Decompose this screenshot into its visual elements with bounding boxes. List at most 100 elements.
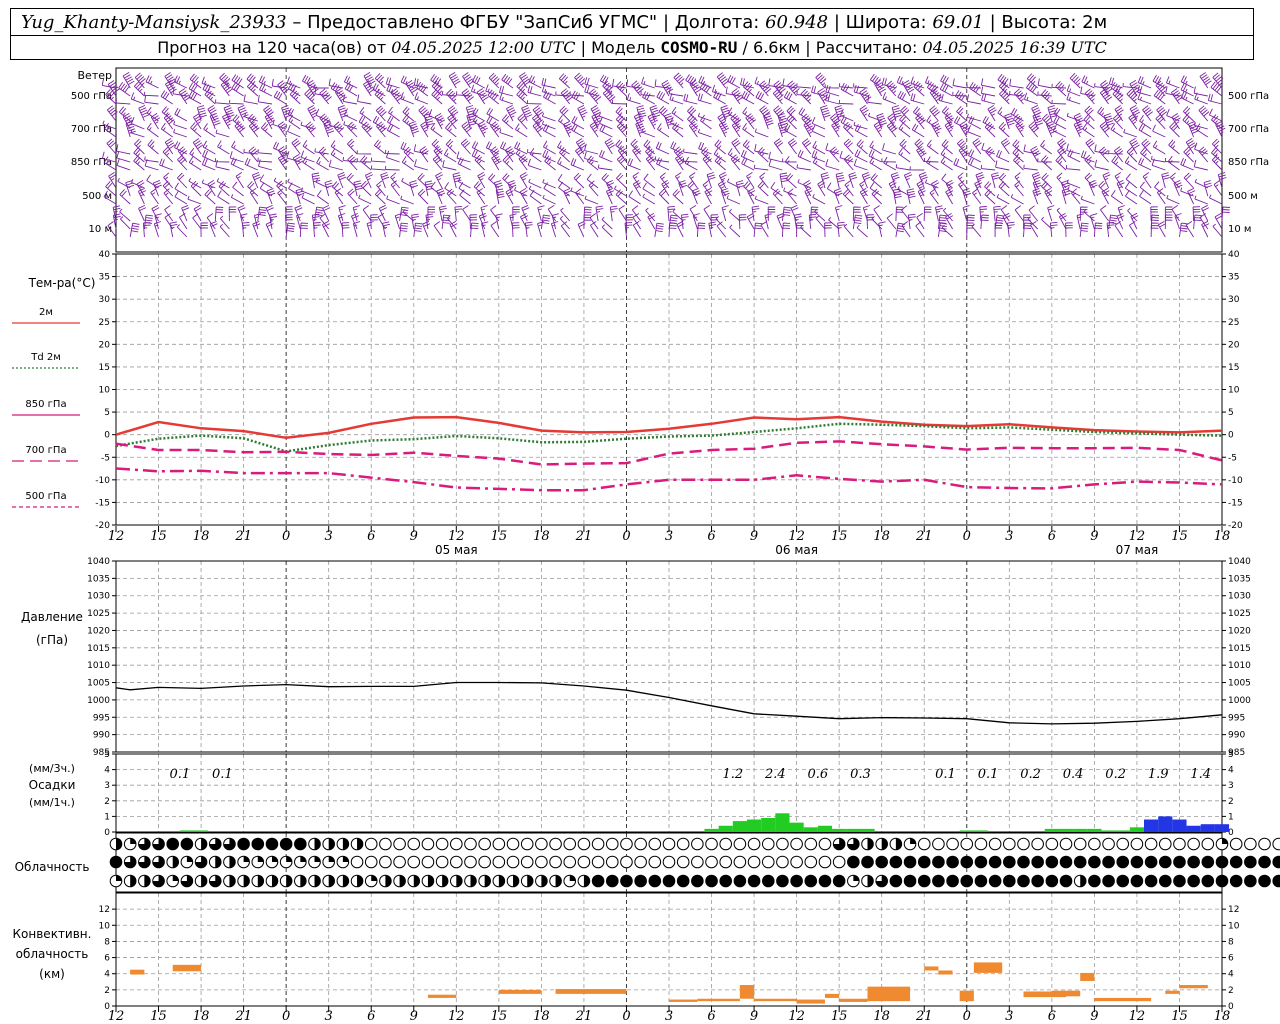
wind-barb xyxy=(616,121,628,138)
cloud-symbol xyxy=(535,874,548,888)
wind-barb xyxy=(616,154,627,171)
cloud-symbol xyxy=(591,837,605,851)
y-tick-label: 995 xyxy=(93,713,110,723)
wind-barb xyxy=(571,115,585,130)
cloud-symbol xyxy=(1272,837,1280,851)
wind-barb xyxy=(488,72,500,89)
conv-cloud-bar xyxy=(555,989,627,994)
wind-barb xyxy=(246,73,259,89)
wind-barb xyxy=(1006,221,1015,238)
cloud-circle xyxy=(577,837,591,851)
wind-barb xyxy=(234,121,246,138)
cloud-symbol xyxy=(535,837,548,851)
wind-barb xyxy=(1157,221,1166,238)
wind-barb xyxy=(1210,81,1223,97)
cloud-circle xyxy=(662,855,676,869)
wind-barb xyxy=(142,222,151,238)
snow-bar xyxy=(1144,819,1159,832)
cloud-symbol xyxy=(1173,874,1186,888)
cloud-symbol xyxy=(1073,837,1087,851)
y-tick-label: 4 xyxy=(1228,970,1234,980)
cloud-symbol xyxy=(1003,837,1016,851)
y-tick-label: 8 xyxy=(1228,937,1234,947)
wind-barb xyxy=(670,141,684,155)
wind-barb xyxy=(366,221,374,238)
wind-barb xyxy=(843,154,854,171)
wind-barb xyxy=(402,114,415,130)
cloud-circle xyxy=(1258,837,1271,851)
wind-barb xyxy=(120,216,131,230)
cloud-symbol xyxy=(393,874,406,888)
conv-cloud-bar xyxy=(867,986,911,1002)
wind-barb xyxy=(1217,172,1227,189)
wind-barb xyxy=(288,115,301,130)
wind-barb xyxy=(1055,81,1067,97)
cloud-symbol xyxy=(988,837,1002,851)
wind-barb xyxy=(929,105,941,122)
wind-barb xyxy=(466,113,477,130)
wind-barb xyxy=(460,138,471,155)
wind-barb xyxy=(177,146,188,163)
wind-barb xyxy=(160,122,173,138)
forecast-prefix: Прогноз на 120 часа(ов) от xyxy=(157,38,387,57)
wind-barb xyxy=(107,221,117,238)
wind-barb xyxy=(954,90,968,105)
cloud-symbol xyxy=(946,855,959,869)
wind-barb xyxy=(584,143,599,155)
wind-barb xyxy=(757,180,769,197)
wind-barb xyxy=(661,180,670,197)
wind-barb xyxy=(643,139,656,155)
wind-barb xyxy=(169,221,178,238)
wind-barb xyxy=(138,204,147,222)
wind-barb xyxy=(1055,154,1067,171)
wind-barb xyxy=(632,146,642,163)
rain-bar xyxy=(1058,828,1074,832)
rain-bar xyxy=(789,822,804,832)
cloud-symbol xyxy=(818,855,832,869)
cloud-symbol xyxy=(364,855,378,869)
wind-barb xyxy=(296,213,304,230)
cloud-circle xyxy=(393,855,406,869)
cloud-circle xyxy=(988,837,1002,851)
wind-barb xyxy=(1066,179,1081,189)
wind-barb xyxy=(911,123,925,138)
wind-barb xyxy=(529,147,542,163)
y-tick-label: 3 xyxy=(104,781,110,791)
cloud-symbol xyxy=(903,874,917,888)
cloud-symbol xyxy=(464,874,477,888)
wind-barb xyxy=(543,182,556,197)
wind-barb xyxy=(265,204,274,222)
wind-barb xyxy=(886,121,898,138)
wind-barb xyxy=(624,221,633,238)
wind-barb xyxy=(776,212,785,230)
wind-barb xyxy=(1166,194,1180,205)
cloud-symbol xyxy=(336,837,350,851)
cloud-circle xyxy=(535,855,548,869)
x-tick-label: 3 xyxy=(325,1009,333,1024)
wind-barb xyxy=(201,76,216,89)
wind-barb xyxy=(1126,146,1138,163)
cloud-symbol xyxy=(605,855,619,869)
cloud-fill xyxy=(620,875,633,887)
cloud-symbol xyxy=(138,874,151,888)
wind-barb xyxy=(1012,147,1024,163)
wind-barb xyxy=(1110,189,1123,205)
cloud-symbol xyxy=(662,837,676,851)
wind-barb xyxy=(1128,113,1138,130)
wind-barb xyxy=(232,114,244,130)
wind-barb xyxy=(901,221,911,238)
snow-bar xyxy=(1172,819,1187,832)
wind-barb xyxy=(258,159,273,171)
rain-bar xyxy=(1115,830,1130,832)
cloud-fill xyxy=(569,875,576,881)
cloud-symbol xyxy=(733,855,747,869)
cloud-symbol xyxy=(435,837,449,851)
wind-barb xyxy=(346,172,358,189)
cloud-fill xyxy=(294,838,307,850)
wind-barb xyxy=(746,213,755,230)
wind-barb xyxy=(430,74,443,89)
cloud-fill xyxy=(144,875,151,887)
wind-barb xyxy=(164,213,174,230)
y-tick-label: 15 xyxy=(99,363,110,373)
